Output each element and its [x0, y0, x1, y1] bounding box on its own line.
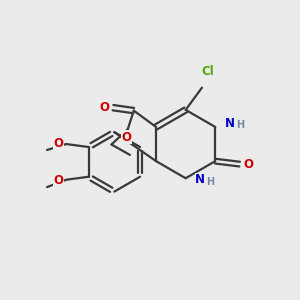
Text: O: O — [100, 100, 110, 114]
Text: O: O — [54, 137, 64, 150]
Text: H: H — [236, 120, 244, 130]
Text: N: N — [195, 173, 205, 186]
Text: Cl: Cl — [201, 65, 214, 78]
Text: O: O — [54, 174, 64, 187]
Text: H: H — [206, 177, 214, 187]
Text: N: N — [225, 117, 235, 130]
Text: O: O — [244, 158, 254, 171]
Text: O: O — [121, 131, 131, 144]
